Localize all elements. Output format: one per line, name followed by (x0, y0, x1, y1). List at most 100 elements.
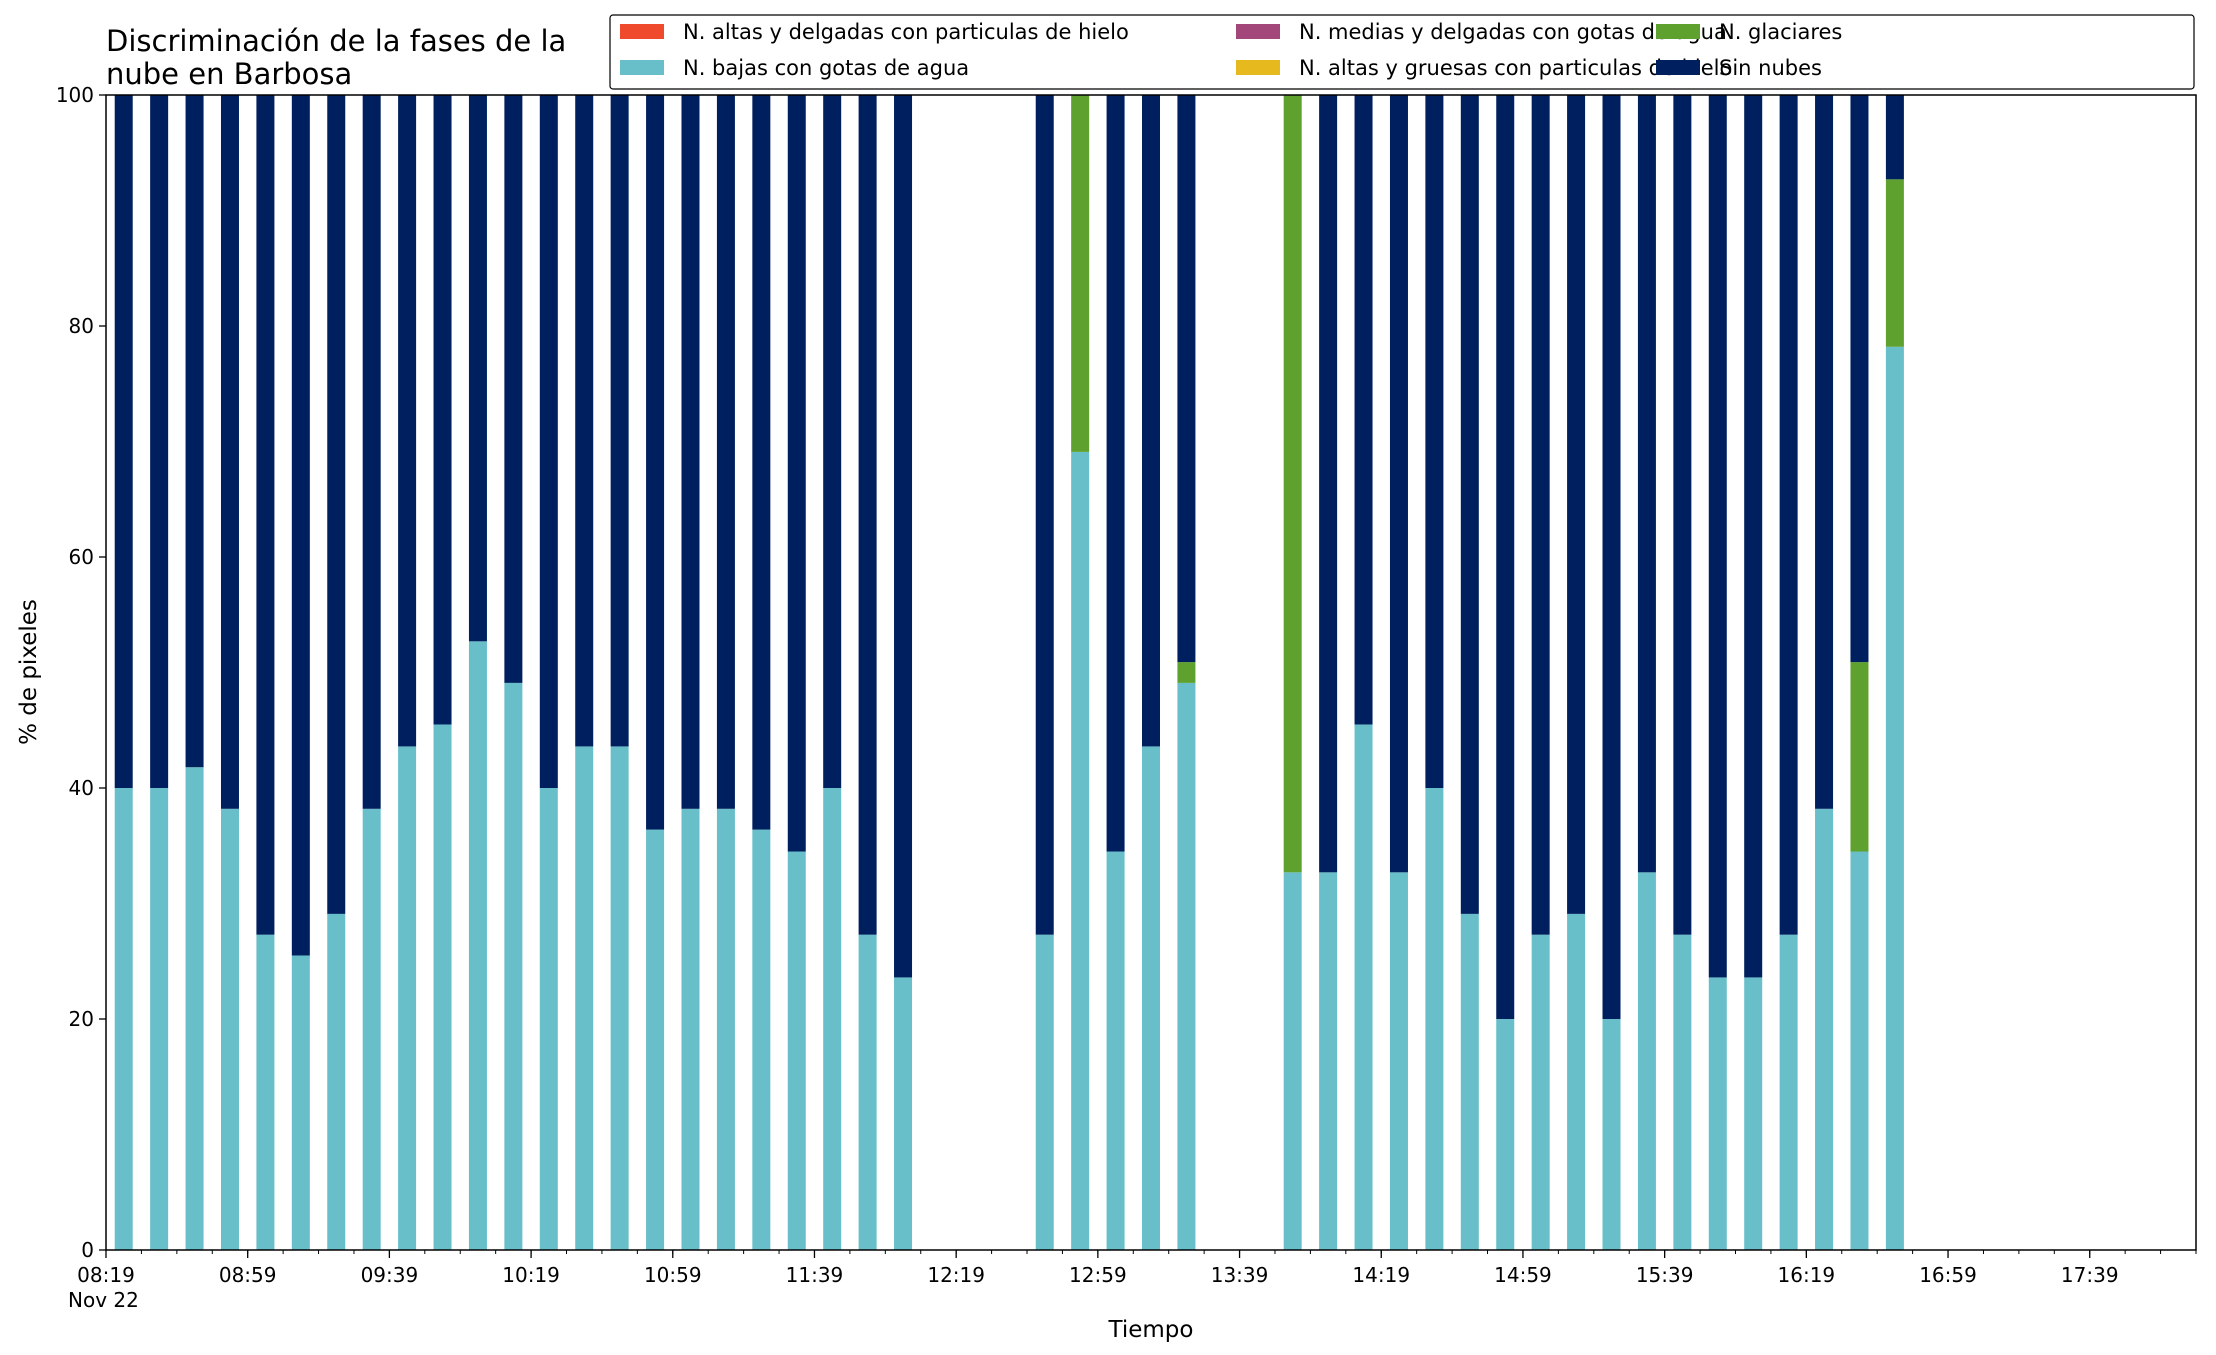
bar-segment-1054-s5 (646, 95, 665, 830)
chart-title: Discriminación de la fases de la nube en… (106, 24, 566, 91)
bar-segment-1414-s2 (1354, 724, 1373, 1250)
bar-segment-1204-s2 (894, 977, 913, 1250)
bar-segment-1104-s2 (681, 808, 700, 1250)
x-tick-label-1419: 14:19 (1352, 1263, 1410, 1287)
bar-segment-0944-s5 (398, 95, 417, 747)
legend: N. altas y delgadas con particulas de hi… (609, 14, 2195, 90)
bar-segment-0834-s2 (150, 788, 169, 1250)
y-axis: 0 20 40 60 80 100 (56, 83, 106, 1262)
bar-segment-1524-s5 (1602, 95, 1621, 1019)
bar-segment-1004-s2 (468, 641, 487, 1250)
bar-segment-1404-s5 (1319, 95, 1338, 873)
bar-segment-1254-s2 (1071, 451, 1090, 1250)
bar-segment-1104-s5 (681, 95, 700, 809)
bar-segment-1034-s2 (575, 746, 594, 1250)
bar-segment-0834-s5 (150, 95, 169, 788)
bar-segment-0934-s2 (362, 808, 381, 1250)
bar-segment-1424-s2 (1389, 872, 1408, 1250)
bar-segment-0924-s5 (327, 95, 346, 914)
bar-segment-1024-s2 (539, 788, 558, 1250)
bar-segment-1004-s5 (468, 95, 487, 642)
x-tick-label-1259: 12:59 (1069, 1263, 1127, 1287)
x-tick-label-0819: 08:19 (77, 1263, 135, 1287)
bar-segment-1534-s2 (1637, 872, 1656, 1250)
y-tick-label-100: 100 (56, 83, 94, 107)
bar-segment-1424-s5 (1389, 95, 1408, 873)
bar-segment-1314-s5 (1142, 95, 1160, 747)
y-tick-label-80: 80 (69, 314, 94, 338)
bar-segment-1544-s5 (1673, 95, 1692, 935)
bar-segment-1204-s5 (894, 95, 913, 978)
y-tick-label-60: 60 (69, 545, 94, 569)
bar-segment-1144-s2 (823, 788, 842, 1250)
bar-segment-1154-s5 (858, 95, 877, 935)
bar-segment-1554-s2 (1708, 977, 1727, 1250)
bar-segment-1634-s5 (1850, 95, 1869, 663)
bar-segment-1434-s2 (1425, 788, 1444, 1250)
bar-segment-0954-s2 (433, 724, 452, 1250)
legend-swatch-5 (1656, 60, 1700, 75)
bar-segment-1044-s5 (610, 95, 629, 747)
x-tick-label-1139: 11:39 (786, 1263, 844, 1287)
x-tick-label-1739: 17:39 (2061, 1263, 2119, 1287)
bar-segment-1244-s2 (1035, 934, 1054, 1250)
bars-layer (114, 95, 1904, 1250)
x-tick-label-0859: 08:59 (219, 1263, 277, 1287)
bar-segment-1644-s5 (1885, 95, 1904, 180)
bar-segment-1014-s2 (504, 682, 523, 1250)
legend-swatch-2 (1236, 24, 1280, 39)
bar-segment-0954-s5 (433, 95, 452, 725)
bar-segment-1114-s5 (716, 95, 735, 809)
y-tick-label-20: 20 (69, 1007, 94, 1031)
bar-segment-0934-s5 (362, 95, 381, 809)
bar-segment-0914-s2 (291, 955, 310, 1250)
x-tick-label-1059: 10:59 (644, 1263, 702, 1287)
bar-segment-1354-s2 (1283, 872, 1302, 1250)
bar-segment-1014-s5 (504, 95, 523, 683)
bar-segment-1024-s5 (539, 95, 558, 788)
bar-segment-1154-s2 (858, 934, 877, 1250)
bar-segment-1404-s2 (1319, 872, 1338, 1250)
bar-segment-1124-s2 (752, 829, 771, 1250)
bar-segment-1604-s2 (1744, 977, 1763, 1250)
x-tick-label-1339: 13:39 (1211, 1263, 1269, 1287)
bar-segment-1044-s2 (610, 746, 629, 1250)
x-tick-label-0939: 09:39 (361, 1263, 419, 1287)
bar-segment-1614-s5 (1779, 95, 1798, 935)
legend-swatch-0 (620, 24, 664, 39)
y-tick-label-0: 0 (81, 1238, 94, 1262)
bar-segment-1554-s5 (1708, 95, 1727, 978)
bar-segment-1504-s5 (1531, 95, 1550, 935)
bar-segment-0824-s2 (114, 788, 133, 1250)
bar-segment-1444-s5 (1460, 95, 1479, 914)
x-tick-label-1459: 14:59 (1494, 1263, 1552, 1287)
bar-segment-1114-s2 (716, 808, 735, 1250)
bar-segment-1134-s5 (787, 95, 806, 852)
x-tick-label-1219: 12:19 (927, 1263, 985, 1287)
bar-segment-1634-s3 (1850, 662, 1869, 852)
bar-segment-1444-s2 (1460, 913, 1479, 1250)
x-tick-label-1539: 15:39 (1636, 1263, 1694, 1287)
x-tick-label-1619: 16:19 (1778, 1263, 1836, 1287)
legend-label-2: N. medias y delgadas con gotas de agua (1299, 20, 1727, 44)
legend-swatch-1 (620, 60, 664, 75)
legend-label-5: Sin nubes (1719, 56, 1822, 80)
bar-segment-0944-s2 (398, 746, 417, 1250)
bar-segment-1254-s3 (1071, 95, 1090, 452)
bar-segment-1644-s2 (1885, 346, 1904, 1250)
bar-segment-1144-s5 (823, 95, 842, 788)
y-tick-label-40: 40 (69, 776, 94, 800)
x-axis-label: Tiempo (1108, 1317, 1194, 1343)
bar-segment-0924-s2 (327, 913, 346, 1250)
bar-segment-0904-s5 (256, 95, 275, 935)
chart-title-line-2: nube en Barbosa (106, 57, 352, 91)
bar-segment-1134-s2 (787, 851, 806, 1250)
plot-area-frame (105, 94, 2197, 1251)
bar-segment-0904-s2 (256, 934, 275, 1250)
legend-label-4: N. glaciares (1719, 20, 1842, 44)
legend-label-0: N. altas y delgadas con particulas de hi… (683, 20, 1129, 44)
bar-segment-1624-s2 (1815, 808, 1834, 1250)
bar-segment-1514-s2 (1567, 913, 1586, 1250)
x-tick-label-1659: 16:59 (1919, 1263, 1977, 1287)
bar-segment-1034-s5 (575, 95, 594, 747)
